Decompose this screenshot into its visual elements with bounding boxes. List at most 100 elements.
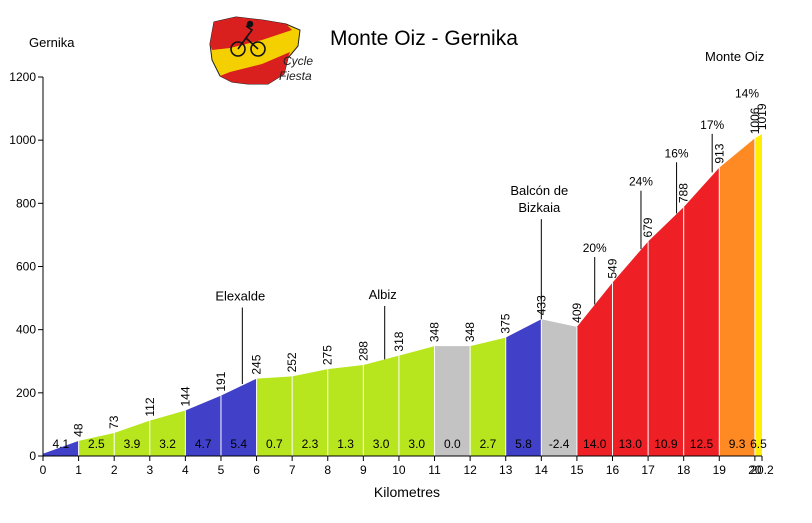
profile-segment-13: [505, 319, 542, 456]
segment-grade-label-5: 5.4: [230, 437, 247, 451]
elevation-label-0: 48: [72, 423, 86, 437]
x-tick-label-4: 4: [182, 463, 189, 477]
elevation-label-19: 1006: [748, 107, 762, 134]
x-tick-label-3: 3: [146, 463, 153, 477]
profile-segment-4: [185, 395, 221, 456]
profile-segment-11: [434, 346, 471, 456]
profile-segment-15: [576, 282, 613, 456]
segment-grade-label-0: 4.1: [52, 437, 69, 451]
place-label-2-0: Balcón de: [510, 183, 568, 198]
elevation-label-14: 409: [570, 302, 584, 322]
segment-grade-label-12: 2.7: [480, 437, 497, 451]
x-tick-label-11: 11: [428, 463, 441, 477]
x-tick-label-0: 0: [40, 463, 47, 477]
segment-grade-label-11: 0.0: [444, 437, 461, 451]
max-gradient-label-1: 24%: [629, 175, 653, 189]
profile-segment-14: [541, 319, 577, 456]
x-tick-label-9: 9: [360, 463, 367, 477]
profile-segment-8: [327, 365, 364, 456]
x-tick-label-16: 16: [606, 463, 620, 477]
x-tick-label-2: 2: [111, 463, 118, 477]
elevation-label-15: 549: [606, 258, 620, 278]
segment-grade-label-9: 3.0: [373, 437, 390, 451]
place-label-0-0: Elexalde: [215, 289, 265, 304]
max-gradient-label-2: 16%: [665, 146, 689, 160]
flag-stripe-bottom: [220, 52, 290, 84]
profile-segment-17: [648, 207, 684, 456]
x-tick-label-14: 14: [535, 463, 549, 477]
elevation-label-1: 73: [107, 415, 121, 429]
x-axis-title: Kilometres: [374, 484, 440, 500]
elevation-label-2: 112: [143, 397, 157, 416]
segment-grade-label-4: 4.7: [195, 437, 212, 451]
y-tick-label-3: 600: [16, 260, 36, 274]
y-tick-label-1: 200: [16, 386, 36, 400]
elevation-label-12: 375: [499, 313, 513, 333]
profile-segment-19: [719, 138, 755, 456]
y-tick-label-5: 1000: [9, 133, 36, 147]
x-tick-label-1: 1: [75, 463, 82, 477]
x-tick-label-13: 13: [499, 463, 513, 477]
elevation-label-10: 348: [428, 322, 442, 342]
y-tick-label-4: 800: [16, 196, 36, 210]
elevation-label-18: 913: [712, 143, 726, 163]
x-tick-label-5: 5: [218, 463, 225, 477]
place-label-2-1: Bizkaia: [518, 200, 561, 215]
elevation-label-20: 1019: [755, 103, 769, 130]
x-tick-label-6: 6: [253, 463, 260, 477]
y-tick-label-2: 400: [16, 323, 36, 337]
x-tick-label-7: 7: [289, 463, 296, 477]
segment-grade-label-17: 10.9: [654, 437, 678, 451]
profile-segment-7: [292, 369, 328, 456]
profile-segment-1: [78, 432, 115, 456]
y-tick-label-0: 0: [29, 449, 36, 463]
flag-stripe-top: [210, 17, 292, 50]
profile-segment-18: [683, 167, 720, 456]
profile-segment-2: [114, 420, 150, 456]
profile-segment-5: [220, 378, 257, 456]
segment-grade-label-13: 5.8: [515, 437, 532, 451]
segment-grade-label-7: 2.3: [302, 437, 319, 451]
x-tick-label-17: 17: [641, 463, 655, 477]
elevation-label-8: 288: [356, 341, 370, 361]
chart-title: Monte Oiz - Gernika: [330, 27, 518, 50]
profile-segment-20: [754, 134, 762, 456]
elevation-label-3: 144: [178, 386, 192, 406]
segment-grade-label-15: 14.0: [583, 437, 607, 451]
elevation-label-7: 275: [321, 345, 335, 365]
x-tick-label-8: 8: [324, 463, 331, 477]
max-gradient-label-4: 14%: [735, 86, 759, 100]
x-tick-label-15: 15: [570, 463, 584, 477]
elevation-label-6: 252: [285, 352, 299, 372]
place-label-1-0: Albiz: [369, 287, 397, 302]
max-gradient-label-3: 17%: [700, 118, 724, 132]
segment-grade-label-14: -2.4: [549, 437, 570, 451]
cyclist-icon: [230, 20, 266, 57]
x-tick-label-19: 19: [713, 463, 727, 477]
max-gradient-label-0: 20%: [583, 241, 607, 255]
profile-segment-0: [43, 440, 79, 456]
x-tick-label-18: 18: [677, 463, 691, 477]
x-tick-label-12: 12: [463, 463, 477, 477]
end-label: Monte Oiz: [705, 49, 764, 64]
logo-line-2: Fiesta: [279, 69, 312, 83]
segment-grade-label-6: 0.7: [266, 437, 283, 451]
segment-grade-label-18: 12.5: [690, 437, 714, 451]
elevation-label-4: 191: [214, 371, 228, 391]
elevation-label-17: 788: [677, 183, 691, 203]
segment-grade-label-20: 6.5: [750, 437, 767, 451]
elevation-label-9: 318: [392, 331, 406, 351]
profile-segment-12: [470, 337, 506, 456]
segment-grade-label-3: 3.2: [159, 437, 176, 451]
profile-segment-6: [256, 376, 293, 456]
segment-grade-label-1: 2.5: [88, 437, 105, 451]
profile-segment-3: [149, 410, 186, 456]
elevation-label-11: 348: [463, 322, 477, 342]
profile-segment-9: [363, 355, 399, 456]
y-tick-label-6: 1200: [9, 70, 36, 84]
x-tick-label-21: 20.2: [750, 463, 774, 477]
elevation-label-5: 245: [250, 354, 264, 374]
segment-grade-label-19: 9.3: [729, 437, 746, 451]
profile-segment-10: [398, 346, 435, 456]
